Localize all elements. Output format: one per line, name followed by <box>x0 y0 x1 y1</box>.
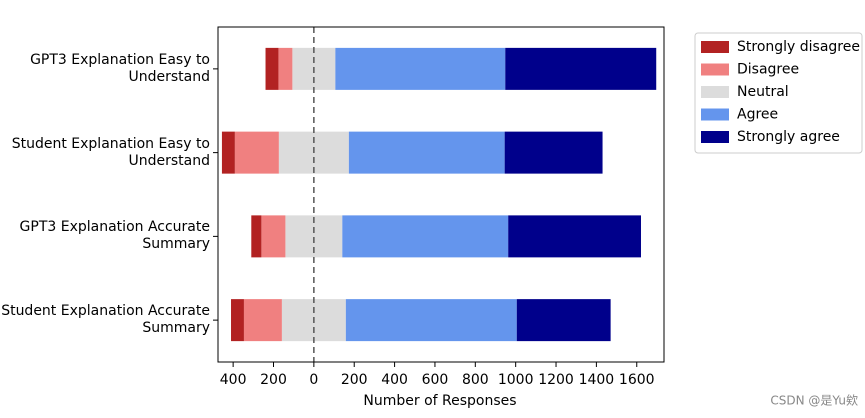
x-tick-label: 1000 <box>498 372 534 388</box>
bar-segment <box>335 47 506 90</box>
legend-label: Neutral <box>737 84 789 100</box>
x-tick-label: 1600 <box>619 372 655 388</box>
watermark: CSDN @是Yu欸 <box>770 394 858 408</box>
bar-segment <box>342 215 509 258</box>
bar-segment <box>348 131 505 174</box>
legend-label: Strongly agree <box>737 129 840 145</box>
bar-segment <box>508 215 641 258</box>
y-tick-label: GPT3 Explanation Accurate Summary <box>19 219 210 253</box>
bar-segment <box>278 47 293 90</box>
x-axis-label: Number of Responses <box>363 393 516 409</box>
bar-segment <box>234 131 279 174</box>
bar-segment <box>345 299 517 342</box>
bar-segment <box>265 47 279 90</box>
x-tick-label: 200 <box>260 372 287 388</box>
bar-segment <box>251 215 262 258</box>
plot-frame <box>217 26 665 363</box>
legend-label: Agree <box>737 107 778 123</box>
x-tick-label: 600 <box>422 372 449 388</box>
x-tick-label: 200 <box>341 372 368 388</box>
bar-segment <box>261 215 286 258</box>
bar-segment <box>221 131 235 174</box>
x-tick-label: 0 <box>309 372 318 388</box>
bar-segment <box>243 299 282 342</box>
y-tick-label: Student Explanation Easy to Understand <box>11 135 210 169</box>
legend-label: Strongly disagree <box>737 39 860 55</box>
x-tick-label: 800 <box>462 372 489 388</box>
legend-swatch <box>701 41 729 53</box>
legend-label: Disagree <box>737 62 799 78</box>
x-tick-label: 1200 <box>538 372 574 388</box>
bar-segment <box>231 299 244 342</box>
x-tick-label: 400 <box>220 372 247 388</box>
bar-segment <box>505 47 657 90</box>
x-tick-label: 1400 <box>579 372 615 388</box>
legend-swatch <box>701 108 729 121</box>
bar-segment <box>516 299 611 342</box>
y-tick-label: Student Explanation Accurate Summary <box>1 303 210 337</box>
legend-swatch <box>701 63 729 76</box>
legend-box <box>694 32 863 154</box>
y-tick-label: GPT3 Explanation Easy to Understand <box>30 51 210 85</box>
legend-swatch <box>701 131 729 143</box>
legend-swatch <box>701 86 729 98</box>
x-tick-label: 400 <box>381 372 408 388</box>
bar-segment <box>504 131 603 174</box>
